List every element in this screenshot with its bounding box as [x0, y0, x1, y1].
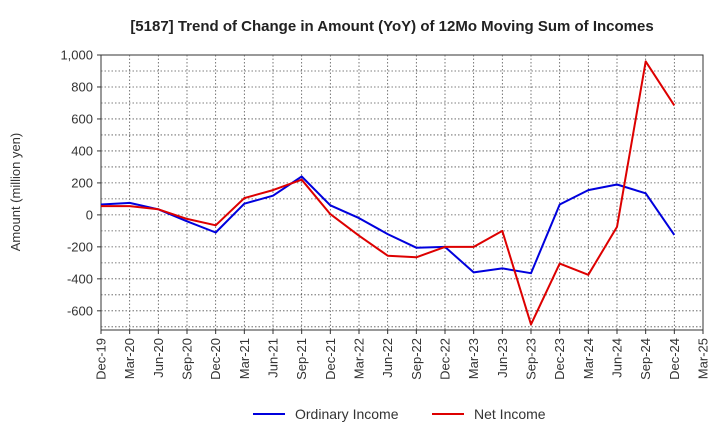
x-tick-label: Jun-21: [266, 338, 281, 378]
x-tick-label: Dec-24: [667, 338, 682, 380]
legend: Ordinary Income Net Income: [253, 406, 546, 422]
y-tick-label: 1,000: [60, 48, 93, 63]
x-tick-label: Sep-20: [180, 338, 195, 380]
series-lines: [100, 60, 676, 326]
y-tick-label: 400: [71, 143, 93, 158]
x-tick-label: Jun-23: [495, 338, 510, 378]
chart-title: [5187] Trend of Change in Amount (YoY) o…: [130, 18, 653, 35]
x-tick-label: Mar-22: [352, 338, 367, 379]
x-tick-label: Sep-22: [409, 338, 424, 380]
x-tick-label: Sep-23: [524, 338, 539, 380]
series-line-ordinary-income: [100, 175, 676, 275]
x-tick-label: Jun-24: [610, 338, 625, 378]
x-tick-label: Mar-23: [466, 338, 481, 379]
x-tick-label: Sep-24: [638, 338, 653, 380]
x-tick-label: Mar-24: [581, 338, 596, 379]
y-tick-label: -200: [67, 239, 93, 254]
x-tick-label: Dec-21: [323, 338, 338, 380]
x-tick-label: Mar-21: [237, 338, 252, 379]
y-tick-label: -600: [67, 303, 93, 318]
y-tick-label: -400: [67, 271, 93, 286]
x-axis-ticks: Dec-19 Mar-20 Jun-20 Sep-20 Dec-20 Mar-21 Jun-…: [94, 330, 711, 380]
plot-frame: [100, 54, 704, 331]
y-axis-ticks: 1,000 800 600 400 200 0 -200 -400 -600: [60, 48, 101, 318]
y-tick-label: 200: [71, 175, 93, 190]
plot-area: [100, 54, 704, 331]
x-tick-label: Jun-20: [151, 338, 166, 378]
y-axis-label: Amount (million yen): [8, 133, 23, 252]
x-tick-label: Mar-25: [696, 338, 711, 379]
x-tick-label: Jun-22: [380, 338, 395, 378]
y-tick-label: 800: [71, 79, 93, 94]
legend-label: Net Income: [474, 406, 546, 422]
x-tick-label: Dec-23: [552, 338, 567, 380]
x-tick-label: Dec-22: [438, 338, 453, 380]
y-tick-label: 0: [86, 207, 93, 222]
y-tick-label: 600: [71, 111, 93, 126]
x-tick-label: Dec-19: [94, 338, 109, 380]
x-tick-label: Sep-21: [294, 338, 309, 380]
x-tick-label: Mar-20: [122, 338, 137, 379]
series-line-net-income: [101, 60, 676, 326]
legend-label: Ordinary Income: [295, 406, 399, 422]
x-tick-label: Dec-20: [208, 338, 223, 380]
